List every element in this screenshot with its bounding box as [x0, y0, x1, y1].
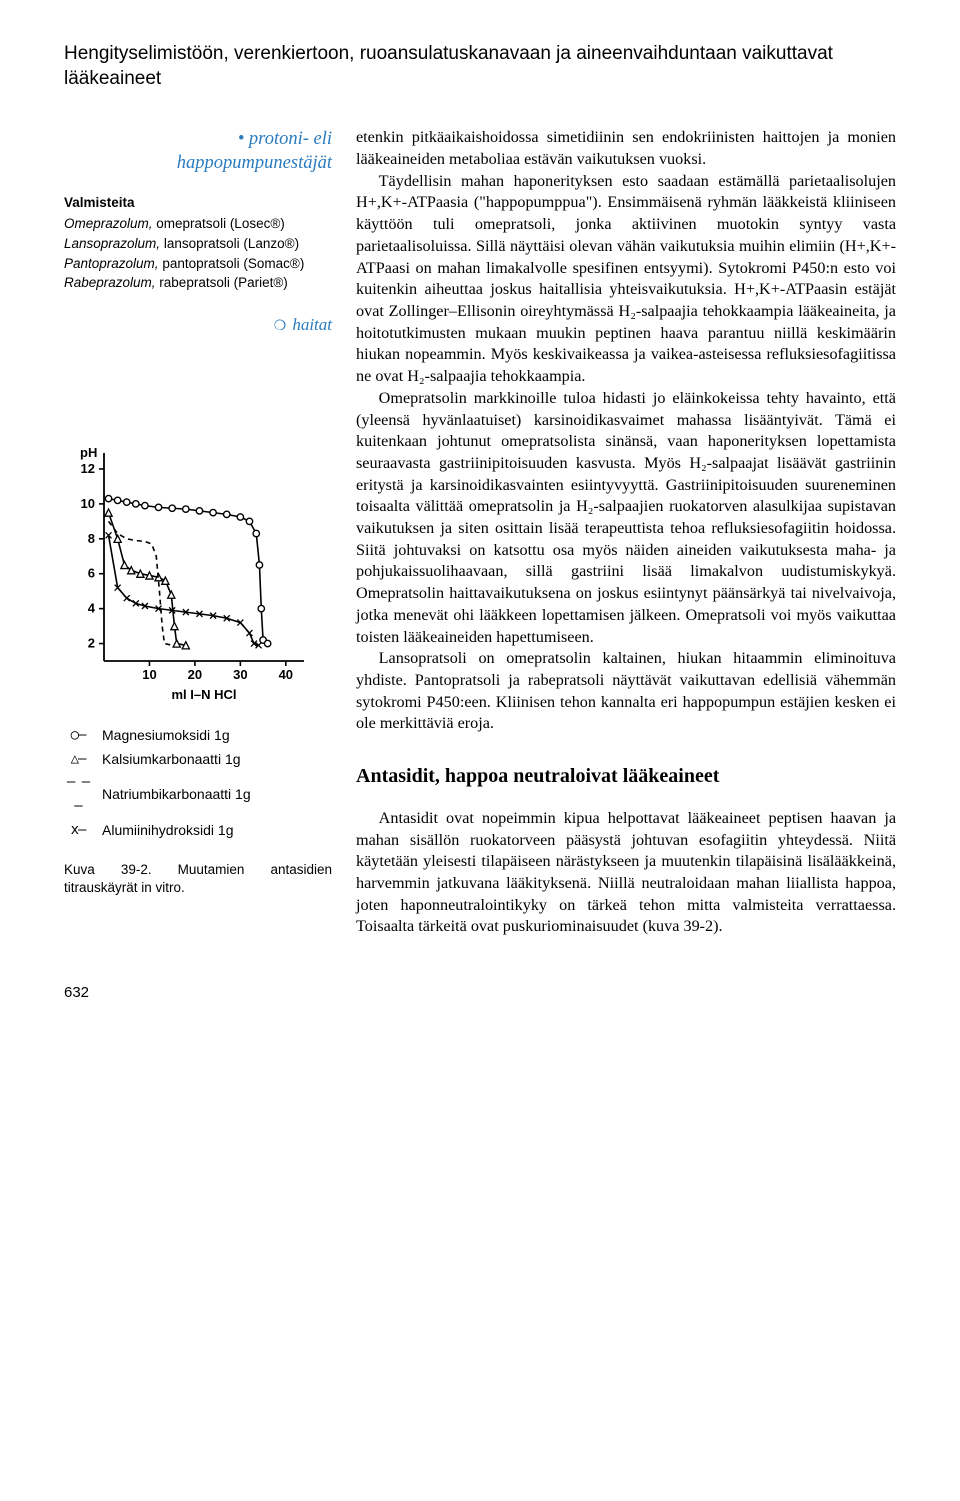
section-heading: Antasidit, happoa neutraloivat lääkeaine… [356, 763, 896, 790]
svg-text:6: 6 [88, 565, 95, 580]
preparation-item: Pantoprazolum, pantopratsoli (Somac®) [64, 254, 332, 274]
legend-item: x— Alumiinihydroksidi 1g [64, 819, 332, 843]
svg-text:10: 10 [142, 667, 156, 682]
svg-text:40: 40 [279, 667, 293, 682]
legend-item: ○— Magnesiumoksidi 1g [64, 724, 332, 748]
svg-text:8: 8 [88, 531, 95, 546]
left-column: • protoni- eli happopumpunestäjät Valmis… [64, 127, 332, 938]
haitat-label-row: ❍ haitat [64, 315, 332, 335]
page-header: Hengityselimistöön, verenkiertoon, ruoan… [64, 42, 896, 91]
titration-chart: 2 4 6 8 10 12pH 10 20 30 40 ml I–N HCl [64, 445, 332, 710]
section-title-l1: • protoni- eli [238, 129, 332, 149]
body-paragraph: Antasidit ovat nopeimmin kipua helpottav… [356, 808, 896, 938]
haitat-label: haitat [292, 315, 332, 334]
section-title-l2: happopumpunestäjät [177, 153, 332, 173]
svg-text:pH: pH [80, 445, 97, 460]
svg-text:ml I–N HCl: ml I–N HCl [171, 687, 236, 702]
preparations-list: Omeprazolum, omepratsoli (Losec®)Lansopr… [64, 214, 332, 292]
svg-text:12: 12 [81, 461, 95, 476]
preparations-label: Valmisteita [64, 195, 332, 210]
figure-caption: Kuva 39-2. Muutamien antasidien titrausk… [64, 861, 332, 897]
legend-label: Kalsiumkarbonaatti 1g [102, 748, 241, 772]
preparation-item: Lansoprazolum, lansopratsoli (Lanzo®) [64, 234, 332, 254]
chart-legend: ○— Magnesiumoksidi 1g △— Kalsiumkarbonaatti… [64, 724, 332, 843]
legend-symbol: ○— [64, 724, 92, 748]
svg-text:30: 30 [233, 667, 247, 682]
ring-icon: ❍ [274, 318, 287, 335]
svg-text:2: 2 [88, 635, 95, 650]
body-paragraph: etenkin pitkäaikaishoidossa simetidiinin… [356, 127, 896, 170]
preparation-item: Rabeprazolum, rabepratsoli (Pariet®) [64, 273, 332, 293]
svg-text:20: 20 [188, 667, 202, 682]
page-number: 632 [64, 984, 896, 1001]
legend-symbol: – – – [64, 771, 92, 819]
legend-label: Alumiinihydroksidi 1g [102, 819, 234, 843]
legend-symbol: △— [64, 748, 92, 772]
body-paragraph: Omepratsolin markkinoille tuloa hidasti … [356, 388, 896, 648]
body-paragraph: Täydellisin mahan haponerityksen esto sa… [356, 171, 896, 388]
preparation-item: Omeprazolum, omepratsoli (Losec®) [64, 214, 332, 234]
svg-text:10: 10 [81, 496, 95, 511]
section-title: • protoni- eli happopumpunestäjät [64, 127, 332, 175]
svg-text:4: 4 [88, 600, 96, 615]
legend-label: Magnesiumoksidi 1g [102, 724, 230, 748]
legend-item: – – – Natriumbikarbonaatti 1g [64, 771, 332, 819]
legend-label: Natriumbikarbonaatti 1g [102, 783, 251, 807]
body-paragraph: Lansopratsoli on omepratsolin kaltainen,… [356, 648, 896, 735]
legend-item: △— Kalsiumkarbonaatti 1g [64, 748, 332, 772]
right-column: etenkin pitkäaikaishoidossa simetidiinin… [356, 127, 896, 938]
legend-symbol: x— [64, 819, 92, 843]
